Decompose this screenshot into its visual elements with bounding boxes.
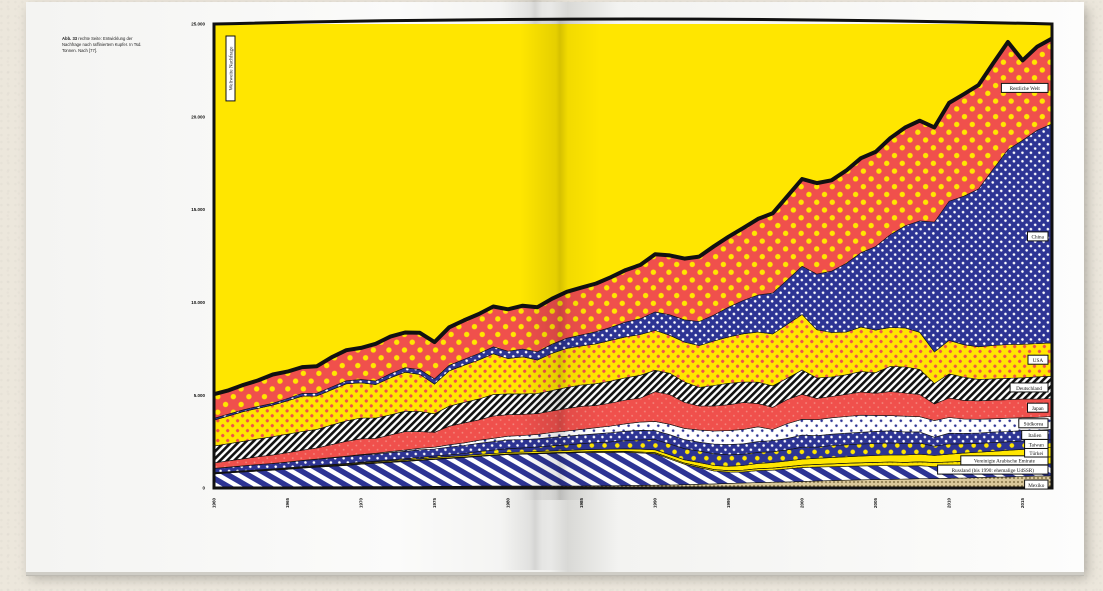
x-tick-label: 1980 bbox=[506, 498, 511, 509]
label-deutschland: Deutschland bbox=[1009, 382, 1049, 393]
label-text: Taiwan bbox=[1029, 442, 1045, 448]
label-turkei: Türkei bbox=[1024, 447, 1049, 458]
x-tick-label: 1975 bbox=[432, 498, 437, 509]
label-text: China bbox=[1032, 235, 1045, 241]
label-restliche-welt: Restliche Welt bbox=[1000, 82, 1049, 93]
x-tick-label: 1990 bbox=[653, 498, 658, 509]
x-tick-label: 1965 bbox=[285, 498, 290, 509]
plot-frame bbox=[212, 17, 1054, 490]
label-text: Japan bbox=[1032, 406, 1044, 412]
label-text: Restliche Welt bbox=[1010, 86, 1041, 92]
y-axis-ticks: 0 5.000 10.000 15.000 20.000 25.000 bbox=[191, 22, 205, 491]
x-tick-label: 1985 bbox=[579, 498, 584, 509]
y-tick-label: 20.000 bbox=[191, 114, 205, 119]
fold-shadow bbox=[520, 20, 600, 500]
label-text: Vereinigte Arabische Emirate bbox=[974, 459, 1036, 465]
x-tick-label: 2015 bbox=[1020, 498, 1025, 509]
y-tick-label: 0 bbox=[202, 486, 205, 491]
x-tick-label: 2005 bbox=[873, 498, 878, 509]
x-axis-ticks: 1960 1965 1970 1975 1980 1985 1990 1995 2000 2005… bbox=[212, 498, 1026, 509]
caption-text: rechte Seite: Entwicklung der Nachfrage … bbox=[62, 36, 142, 53]
label-text: Mexiko bbox=[1028, 483, 1045, 489]
total-label-text: Weltweite Nachfrage bbox=[227, 46, 234, 90]
y-tick-label: 5.000 bbox=[194, 393, 206, 398]
label-text: USA bbox=[1033, 358, 1044, 364]
label-text: Südkorea bbox=[1024, 422, 1044, 428]
label-mexiko: Mexiko bbox=[1024, 479, 1049, 490]
label-japan: Japan bbox=[1027, 402, 1049, 413]
label-china: China bbox=[1027, 231, 1049, 242]
label-russland-bis-1990-ehemalige-udssr: Russland (bis 1990: ehemalige UdSSR) bbox=[937, 464, 1049, 475]
stacked-areas bbox=[214, 38, 1052, 488]
y-tick-label: 25.000 bbox=[191, 22, 205, 27]
x-tick-label: 1960 bbox=[212, 498, 217, 509]
total-demand-line bbox=[213, 36, 1053, 397]
label-italien: Italien bbox=[1021, 429, 1049, 440]
x-tick-label: 1970 bbox=[359, 498, 364, 509]
x-tick-label: 2000 bbox=[800, 498, 805, 509]
figure-caption: Abb. 33 rechte Seite: Entwicklung der Na… bbox=[62, 36, 142, 54]
y-tick-label: 10.000 bbox=[191, 300, 205, 305]
label-text: Italien bbox=[1028, 433, 1042, 439]
label-text: Russland (bis 1990: ehemalige UdSSR) bbox=[952, 467, 1035, 474]
caption-label: Abb. 33 bbox=[62, 36, 78, 41]
x-tick-label: 1995 bbox=[726, 498, 731, 509]
y-tick-label: 15.000 bbox=[191, 207, 205, 212]
label-sudkorea: Südkorea bbox=[1018, 418, 1049, 429]
label-taiwan: Taiwan bbox=[1024, 438, 1049, 449]
label-usa: USA bbox=[1027, 354, 1049, 365]
label-text: Deutschland bbox=[1016, 386, 1042, 392]
x-tick-label: 2010 bbox=[947, 498, 952, 509]
label-vereinigte-arabische-emirate: Vereinigte Arabische Emirate bbox=[960, 455, 1049, 466]
series-labels: Mexiko Russland (bis 1990: ehemalige UdSS… bbox=[937, 82, 1049, 490]
label-text: Türkei bbox=[1029, 451, 1043, 457]
total-label: Weltweite Nachfrage bbox=[225, 35, 236, 102]
